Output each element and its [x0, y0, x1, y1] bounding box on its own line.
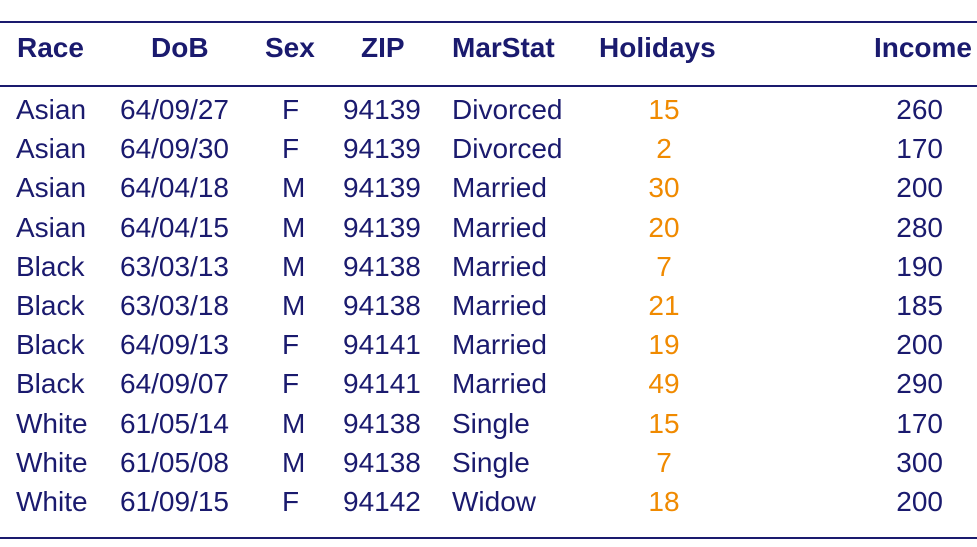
cell-holidays: 7: [656, 447, 672, 478]
cell-sex: M: [282, 408, 306, 439]
cell-holidays: 15: [648, 94, 680, 125]
cell-holidays: 20: [648, 212, 680, 243]
cell-sex: M: [282, 251, 306, 282]
cell-dob: 64/09/13: [120, 329, 229, 360]
cell-zip: 94139: [343, 133, 421, 164]
cell-marstat: Married: [452, 212, 547, 243]
cell-zip: 94141: [343, 368, 421, 399]
cell-zip: 94139: [343, 212, 421, 243]
cell-holidays: 21: [648, 290, 680, 321]
cell-marstat: Married: [452, 329, 547, 360]
table-header-rule: [0, 85, 977, 87]
cell-race: White: [16, 486, 88, 517]
cell-sex: F: [282, 368, 300, 399]
cell-race: Black: [16, 329, 85, 360]
cell-zip: 94138: [343, 447, 421, 478]
cell-marstat: Married: [452, 251, 547, 282]
cell-sex: F: [282, 486, 300, 517]
cell-race: Black: [16, 251, 85, 282]
cell-race: Black: [16, 368, 85, 399]
cell-sex: F: [282, 329, 300, 360]
cell-marstat: Single: [452, 408, 530, 439]
cell-holidays: 15: [648, 408, 680, 439]
table-bottom-rule: [0, 537, 977, 539]
cell-holidays: 19: [648, 329, 680, 360]
cell-sex: M: [282, 447, 306, 478]
cell-income: 200: [896, 329, 943, 360]
cell-zip: 94142: [343, 486, 421, 517]
cell-income: 170: [896, 408, 943, 439]
header-income: Income: [873, 32, 972, 63]
cell-zip: 94138: [343, 408, 421, 439]
cell-holidays: 7: [656, 251, 672, 282]
cell-income: 290: [896, 368, 943, 399]
cell-race: Black: [16, 290, 85, 321]
cell-holidays: 18: [648, 486, 680, 517]
cell-income: 260: [896, 94, 943, 125]
header-sex: Sex: [265, 32, 315, 63]
cell-marstat: Widow: [452, 486, 537, 517]
cell-dob: 63/03/18: [120, 290, 229, 321]
cell-race: Asian: [16, 133, 87, 164]
table-top-rule: [0, 21, 977, 23]
cell-sex: M: [282, 172, 306, 203]
cell-income: 170: [896, 133, 943, 164]
header-zip: ZIP: [361, 32, 405, 63]
header-dob: DoB: [151, 32, 209, 63]
cell-dob: 64/09/27: [120, 94, 229, 125]
header-holidays: Holidays: [599, 32, 716, 63]
cell-zip: 94139: [343, 94, 421, 125]
cell-dob: 64/09/30: [120, 133, 229, 164]
cell-dob: 61/05/14: [120, 408, 229, 439]
cell-race: Asian: [16, 94, 87, 125]
cell-holidays: 2: [656, 133, 672, 164]
cell-income: 200: [896, 486, 943, 517]
cell-marstat: Single: [452, 447, 530, 478]
header-race: Race: [17, 32, 84, 63]
cell-zip: 94141: [343, 329, 421, 360]
cell-dob: 64/04/18: [120, 172, 229, 203]
cell-race: Asian: [16, 172, 87, 203]
cell-zip: 94138: [343, 251, 421, 282]
cell-marstat: Divorced: [452, 133, 563, 164]
cell-sex: M: [282, 212, 306, 243]
header-marstat: MarStat: [452, 32, 555, 63]
cell-income: 200: [896, 172, 943, 203]
cell-sex: F: [282, 94, 300, 125]
cell-holidays: 30: [648, 172, 680, 203]
cell-marstat: Married: [452, 172, 547, 203]
cell-zip: 94138: [343, 290, 421, 321]
cell-holidays: 49: [648, 368, 680, 399]
cell-dob: 64/09/07: [120, 368, 229, 399]
cell-marstat: Married: [452, 290, 547, 321]
cell-marstat: Divorced: [452, 94, 563, 125]
cell-dob: 64/04/15: [120, 212, 229, 243]
cell-income: 300: [896, 447, 943, 478]
cell-income: 185: [896, 290, 943, 321]
cell-sex: F: [282, 133, 300, 164]
cell-sex: M: [282, 290, 306, 321]
cell-dob: 61/05/08: [120, 447, 229, 478]
cell-dob: 63/03/13: [120, 251, 229, 282]
cell-dob: 61/09/15: [120, 486, 229, 517]
cell-marstat: Married: [452, 368, 547, 399]
cell-zip: 94139: [343, 172, 421, 203]
cell-race: Asian: [16, 212, 87, 243]
cell-race: White: [16, 447, 88, 478]
cell-income: 280: [896, 212, 943, 243]
cell-income: 190: [896, 251, 943, 282]
cell-race: White: [16, 408, 88, 439]
